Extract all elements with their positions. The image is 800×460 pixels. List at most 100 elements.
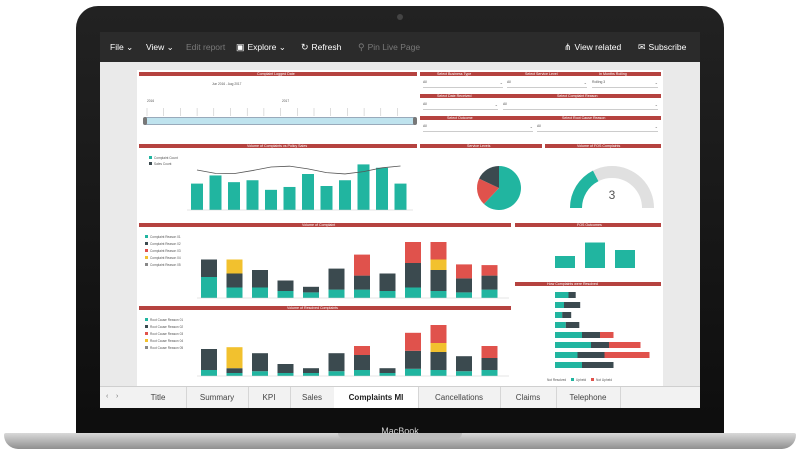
bar-segment xyxy=(456,356,472,372)
legend-item: Complaint Reason 03 xyxy=(145,249,181,253)
reasons-header xyxy=(515,282,661,286)
chevron-down-icon: ⌄ xyxy=(654,124,658,129)
legend-label: Not Upheld xyxy=(596,378,612,382)
bar-segment xyxy=(405,350,421,369)
edit-report-button[interactable]: Edit report xyxy=(186,42,226,52)
report-canvas: Complaint Logged Date Jun 2016 - Aug 201… xyxy=(137,70,663,387)
outcome-value: All xyxy=(423,124,427,128)
service-level-value: All xyxy=(507,80,511,84)
bar xyxy=(265,189,277,210)
bar-segment xyxy=(303,286,319,293)
bar-segment xyxy=(379,373,396,376)
bar xyxy=(615,250,635,268)
tab-summary[interactable]: Summary xyxy=(186,387,249,408)
bar-segment xyxy=(456,292,472,298)
legend-item: Root Cause Reason 01 xyxy=(145,318,183,322)
bar-segment xyxy=(379,273,396,291)
legend-swatch xyxy=(145,242,148,245)
chevron-down-icon: ⌄ xyxy=(494,102,498,107)
legend-label: Complaint Reason 04 xyxy=(150,256,181,260)
subscribe-label: Subscribe xyxy=(648,42,687,52)
bar-segment xyxy=(252,287,268,298)
bar-segment xyxy=(456,264,472,279)
tab-kpi[interactable]: KPI xyxy=(248,387,291,408)
pin-live-page-button[interactable]: ⚲ Pin Live Page xyxy=(358,42,420,53)
legend-swatch xyxy=(145,325,148,328)
filter-label-business: Select Business Type xyxy=(437,72,472,76)
tab-title[interactable]: Title xyxy=(130,387,187,408)
timeline-handle-left[interactable] xyxy=(143,117,147,125)
policy-sales-header xyxy=(139,144,417,148)
tab-sales[interactable]: Sales xyxy=(290,387,335,408)
bar-segment xyxy=(201,349,217,370)
bar-segment xyxy=(481,265,498,276)
bar-segment xyxy=(405,263,421,288)
bar-segment xyxy=(252,371,268,376)
bar-segment xyxy=(277,291,294,298)
chevron-left-icon[interactable]: ‹ xyxy=(106,393,109,400)
bar-segment xyxy=(354,346,370,355)
hbar-segment xyxy=(582,332,600,338)
legend-label: Complaint Count xyxy=(154,156,178,160)
file-menu-label: File xyxy=(110,42,124,52)
date-range-label: Jun 2016 - Aug 2017 xyxy=(212,82,242,86)
view-menu[interactable]: View ⌄ xyxy=(146,42,174,53)
bar-segment xyxy=(379,368,396,373)
bar-segment xyxy=(430,352,447,370)
bar xyxy=(283,186,296,210)
legend-item: Root Cause Reason 02 xyxy=(145,325,183,329)
timeline-slider[interactable] xyxy=(143,117,417,125)
sales-line xyxy=(196,165,401,175)
file-menu[interactable]: File ⌄ xyxy=(110,42,133,53)
service-level-dropdown[interactable]: All ⌄ xyxy=(507,80,587,88)
complaint-legend: Complaint Reason 01 Complaint Reason 02 … xyxy=(145,235,181,267)
bar xyxy=(555,256,575,268)
date-received-dropdown[interactable]: All ⌄ xyxy=(423,102,498,110)
bar xyxy=(246,180,259,210)
tab-telephone[interactable]: Telephone xyxy=(556,387,621,408)
chevron-right-icon[interactable]: › xyxy=(116,393,119,400)
chevron-down-icon: ⌄ xyxy=(654,102,658,107)
legend-item: Complaint Reason 04 xyxy=(145,256,181,260)
legend-label: Root Cause Reason 05 xyxy=(150,346,184,350)
camera-icon xyxy=(397,14,403,20)
legend-item: Complaint Reason 02 xyxy=(145,242,181,246)
filter-label-outcome: Select Outcome xyxy=(447,116,473,120)
bar-segment xyxy=(354,254,370,276)
timeline-year-2: 2017 xyxy=(282,99,290,103)
view-related-button[interactable]: ⋔ View related xyxy=(564,42,621,53)
fos-gauge xyxy=(570,166,654,209)
pin-live-page-label: Pin Live Page xyxy=(367,42,421,52)
root-cause-dropdown[interactable]: All ⌄ xyxy=(537,124,658,132)
pie-slice xyxy=(483,166,521,210)
legend-item: Root Cause Reason 04 xyxy=(145,339,183,343)
filter-label-service: Select Service Level xyxy=(525,72,558,76)
legend-label: Complaint Reason 01 xyxy=(150,235,181,239)
legend-label: Complaint Reason 02 xyxy=(150,242,181,246)
bar xyxy=(320,186,333,210)
bar-segment xyxy=(277,373,294,376)
pin-icon: ⚲ xyxy=(358,42,365,52)
tab-claims[interactable]: Claims xyxy=(500,387,557,408)
outcome-dropdown[interactable]: All ⌄ xyxy=(423,124,533,132)
hbar-segment xyxy=(577,352,605,358)
bar-segment xyxy=(354,289,370,298)
refresh-button[interactable]: ↻ Refresh xyxy=(301,42,341,53)
business-type-dropdown[interactable]: All ⌄ xyxy=(423,80,503,88)
legend-label: Sales Count xyxy=(154,162,172,166)
tab-cancellations[interactable]: Cancellations xyxy=(418,387,501,408)
legend-swatch xyxy=(571,378,575,381)
legend-label: Root Cause Reason 02 xyxy=(150,325,184,329)
explore-menu[interactable]: ▣ Explore ⌄ xyxy=(236,42,286,53)
filter-header-row-2 xyxy=(420,94,661,98)
subscribe-button[interactable]: ✉ Subscribe xyxy=(638,42,686,53)
bar-segment xyxy=(201,259,217,277)
complaint-reason-dropdown[interactable]: All ⌄ xyxy=(503,102,658,110)
bar-segment xyxy=(481,346,498,358)
tab-complaints-mi[interactable]: Complaints MI xyxy=(334,387,419,408)
hbar-segment xyxy=(555,292,569,298)
screen: File ⌄ View ⌄ Edit report ▣ Explore ⌄ ↻ Re… xyxy=(100,32,700,408)
legend-item: Complaint Reason 01 xyxy=(145,235,181,239)
rolling-months-dropdown[interactable]: Rolling 3 ⌄ xyxy=(592,80,658,88)
timeline-handle-right[interactable] xyxy=(413,117,417,125)
